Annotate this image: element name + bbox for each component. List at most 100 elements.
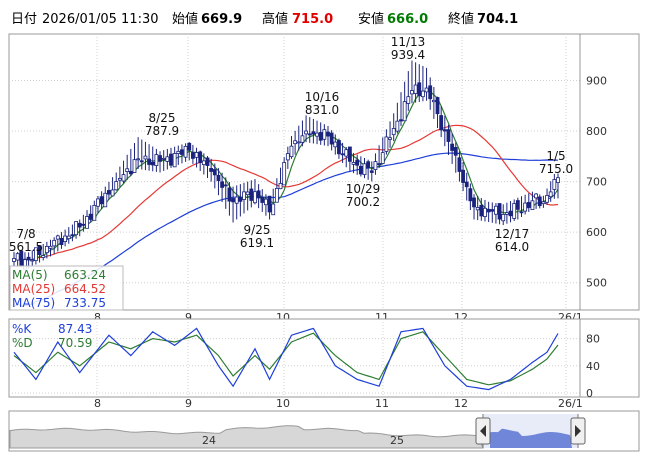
candle-body: [534, 193, 538, 199]
candle-body: [253, 191, 257, 204]
candle-body: [318, 132, 323, 141]
candle-body: [128, 170, 133, 175]
candle-body: [15, 253, 20, 261]
price-tick-800: 800: [586, 125, 607, 138]
price-tick-700: 700: [586, 176, 607, 189]
candle-body: [260, 196, 265, 203]
stoch-tick-0: 0: [586, 387, 593, 400]
candle-body: [388, 137, 392, 140]
candlestick-series: [12, 60, 560, 270]
low-label: 安値: [358, 11, 384, 27]
candle-body: [103, 192, 108, 208]
candle-body: [12, 258, 16, 262]
candle-body: [256, 190, 261, 199]
candle-body: [377, 163, 382, 165]
candle-body: [278, 183, 283, 190]
candle-body: [194, 152, 199, 158]
candle-body: [431, 99, 436, 103]
candle-body: [271, 203, 276, 216]
stoch-tick-40: 40: [586, 360, 600, 373]
candle-body: [154, 154, 159, 167]
low-value: 666.0: [387, 12, 428, 27]
candle-body: [190, 152, 195, 159]
candle-body: [117, 178, 122, 181]
candle-body: [26, 256, 31, 261]
annotation-date-6: 12/17: [495, 227, 530, 241]
month-tick-11: 11: [375, 397, 389, 410]
candle-body: [468, 188, 473, 202]
candle-body: [66, 235, 71, 240]
navigator-left-handle[interactable]: [475, 417, 491, 445]
candle-body: [530, 200, 535, 210]
candle-body: [30, 259, 35, 262]
annotation-value-5: 939.4: [391, 48, 425, 62]
annotation-value-7: 715.0: [539, 162, 573, 176]
candle-body: [96, 198, 100, 207]
candle-body: [406, 96, 411, 104]
candle-body: [435, 97, 440, 115]
ma5-line: [17, 89, 559, 261]
range-navigator[interactable]: 24 25: [8, 410, 640, 452]
candle-body: [249, 188, 254, 201]
candle-body: [526, 202, 531, 208]
candle-body: [161, 157, 166, 160]
navigator-history-area: [9, 425, 484, 449]
candle-body: [37, 245, 42, 256]
candle-body: [475, 207, 480, 211]
candle-body: [147, 158, 151, 165]
stoch-k-line: [13, 327, 559, 391]
candle-body: [464, 181, 469, 188]
stochastics-grid: [9, 319, 581, 397]
candle-body: [366, 161, 371, 169]
candle-body: [369, 170, 374, 173]
candle-body: [220, 181, 225, 188]
moving-average-lines: [13, 89, 559, 308]
annotation-date-7: 1/5: [546, 149, 565, 163]
candle-body: [519, 211, 524, 214]
candle-body: [428, 85, 433, 100]
ma5-value: 663.24: [64, 268, 106, 282]
candle-body: [351, 162, 356, 165]
candle-body: [501, 214, 506, 222]
candle-body: [293, 140, 298, 145]
candle-body: [315, 132, 319, 137]
candle-body: [296, 141, 301, 144]
candle-body: [139, 160, 144, 163]
stochastics-legend: %K 87.43 %D 70.59: [12, 322, 92, 350]
price-tick-900: 900: [586, 74, 607, 87]
month-axis: 8 9 10 11 12 26/1: [94, 397, 583, 410]
stoch-d-line: [13, 331, 559, 386]
date-label: 日付: [11, 12, 37, 27]
candle-body: [274, 188, 279, 203]
candle-body: [541, 201, 546, 205]
candle-body: [201, 160, 206, 166]
candle-body: [307, 133, 312, 136]
candle-body: [285, 153, 290, 161]
candle-body: [70, 234, 75, 237]
ma75-label: MA(75): [12, 296, 55, 310]
candle-body: [508, 210, 513, 217]
stochastics-y-axis: 0 40 80: [586, 333, 600, 400]
candle-body: [311, 131, 316, 135]
candle-body: [548, 191, 553, 198]
month-tick-12: 12: [454, 397, 468, 410]
annotation-value-3: 831.0: [305, 103, 339, 117]
candle-body: [245, 191, 250, 196]
candle-body: [169, 153, 173, 166]
month-tick-8: 8: [94, 397, 101, 410]
candle-body: [289, 145, 294, 158]
candle-body: [490, 209, 495, 212]
candle-body: [479, 204, 484, 217]
k-label: %K: [12, 322, 32, 336]
candle-body: [439, 115, 444, 131]
price-tick-600: 600: [586, 226, 607, 239]
candle-body: [238, 196, 243, 202]
candle-body: [88, 213, 93, 220]
candle-body: [347, 146, 352, 162]
navigator-right-handle[interactable]: [570, 417, 586, 445]
candle-body: [267, 195, 272, 213]
annotation-date-5: 11/13: [391, 35, 426, 49]
ma25-line: [24, 124, 559, 261]
candle-body: [300, 135, 305, 143]
